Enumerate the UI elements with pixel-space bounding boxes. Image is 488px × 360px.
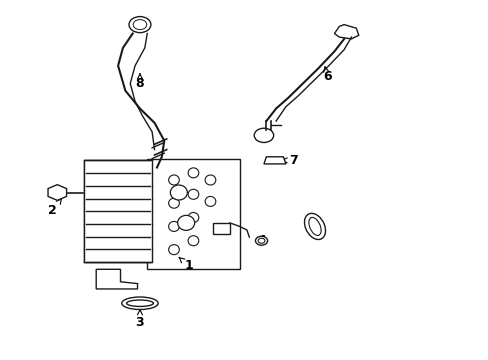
Text: 2: 2 [48,199,61,217]
Ellipse shape [177,215,194,230]
Text: 4: 4 [257,234,265,247]
Polygon shape [264,157,285,164]
Ellipse shape [168,245,179,255]
Ellipse shape [126,300,153,306]
Polygon shape [212,223,229,234]
Ellipse shape [204,175,215,185]
Polygon shape [334,24,358,39]
Polygon shape [84,160,152,262]
Ellipse shape [255,236,267,245]
Ellipse shape [133,19,146,30]
Ellipse shape [308,217,321,235]
Ellipse shape [258,238,264,243]
Text: 3: 3 [135,310,144,329]
Ellipse shape [254,128,273,143]
Text: 8: 8 [135,74,144,90]
Ellipse shape [122,297,158,310]
Ellipse shape [168,175,179,185]
Ellipse shape [304,213,325,239]
Ellipse shape [168,221,179,231]
Ellipse shape [129,17,151,33]
Text: 1: 1 [179,257,193,272]
Text: 6: 6 [322,67,331,83]
FancyBboxPatch shape [147,158,239,269]
Ellipse shape [188,212,199,222]
Ellipse shape [188,236,199,246]
Ellipse shape [204,197,215,206]
Ellipse shape [188,168,199,178]
Polygon shape [96,269,137,289]
Polygon shape [48,185,66,201]
Ellipse shape [188,189,199,199]
Ellipse shape [168,198,179,208]
Text: 5: 5 [315,226,324,242]
Ellipse shape [170,185,187,200]
Text: 7: 7 [282,154,297,167]
